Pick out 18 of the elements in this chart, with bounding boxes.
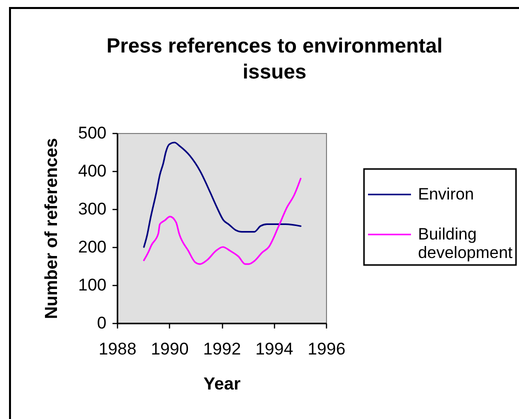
y-tick-label: 200: [78, 238, 106, 256]
x-tick-label: 1988: [98, 340, 136, 358]
line-series: [143, 142, 302, 248]
y-tick-label: 400: [78, 162, 106, 180]
x-axis-title: Year: [204, 374, 241, 394]
legend-label: Building development: [418, 226, 513, 262]
legend-label: Environ: [418, 186, 474, 204]
x-tick-label: 1994: [255, 340, 294, 358]
chart-title: Press references to environmental issues: [106, 34, 443, 84]
y-tick-label: 300: [78, 200, 106, 218]
x-tick-label: 1992: [203, 340, 241, 358]
y-tick-label: 500: [78, 124, 106, 142]
y-axis-title: Number of references: [41, 138, 62, 319]
x-tick-label: 1996: [308, 340, 346, 358]
line-series: [143, 178, 302, 265]
y-tick-label: 100: [78, 276, 106, 294]
y-tick-label: 0: [97, 314, 106, 332]
x-tick-label: 1990: [150, 340, 189, 358]
